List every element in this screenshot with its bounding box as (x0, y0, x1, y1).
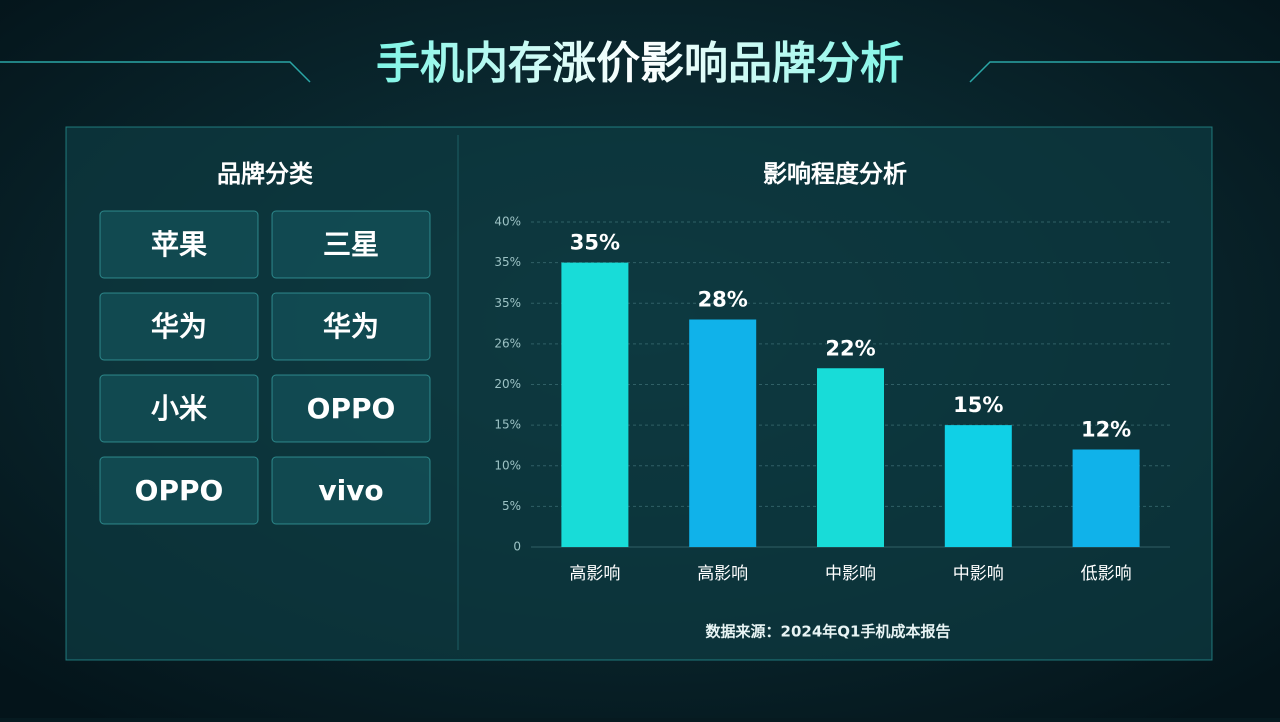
data-label: 22% (825, 336, 875, 360)
data-label: 15% (953, 393, 1003, 417)
brand-box (271, 456, 431, 525)
bar (561, 262, 629, 547)
y-tick-label: 5% (502, 499, 521, 513)
source-note: 数据来源：2024年Q1手机成本报告 (706, 623, 951, 641)
brand-label: 三星 (323, 228, 379, 261)
brand-label: 苹果 (151, 228, 207, 261)
data-label: 12% (1081, 418, 1131, 442)
y-tick-label: 35% (494, 296, 521, 310)
y-tick-label: 35% (494, 255, 521, 269)
brand-label: OPPO (307, 392, 396, 425)
data-label: 35% (570, 231, 620, 255)
y-tick-label: 20% (494, 377, 521, 391)
brand-box (271, 292, 431, 361)
y-tick-label: 10% (494, 458, 521, 472)
x-tick-label: 高影响 (569, 564, 620, 584)
y-tick-label: 15% (494, 418, 521, 432)
brand-box (271, 210, 431, 279)
brand-box (99, 292, 259, 361)
brand-box (99, 210, 259, 279)
brand-label: 华为 (323, 310, 379, 343)
brand-label: 华为 (151, 310, 207, 343)
y-tick-label: 0 (513, 540, 521, 554)
bar (817, 368, 884, 547)
y-tick-label: 26% (494, 336, 521, 350)
brand-label: 小米 (151, 392, 207, 425)
title-decoration (0, 61, 1280, 83)
page-title: 手机内存涨价影响品牌分析 (376, 38, 904, 89)
x-tick-label: 低影响 (1081, 564, 1132, 584)
panel-title: 品牌分类 (217, 160, 314, 188)
bar-chart: 影响程度分析 数据来源：2024年Q1手机成本报告 0 5% 10% 15% 20% 26… (494, 160, 1170, 641)
bar (944, 425, 1012, 547)
brand-box (99, 456, 259, 525)
y-tick-label: 40% (494, 215, 521, 229)
bar (1072, 449, 1140, 547)
brand-label: vivo (318, 474, 383, 507)
brand-label: OPPO (135, 474, 224, 507)
bar (689, 319, 757, 547)
brand-box (271, 374, 431, 443)
x-tick-label: 中影响 (953, 564, 1004, 584)
x-tick-label: 高影响 (697, 564, 748, 584)
chart-title: 影响程度分析 (763, 160, 907, 188)
x-tick-label: 中影响 (825, 564, 876, 584)
data-label: 28% (698, 288, 748, 312)
brand-box (99, 374, 259, 443)
